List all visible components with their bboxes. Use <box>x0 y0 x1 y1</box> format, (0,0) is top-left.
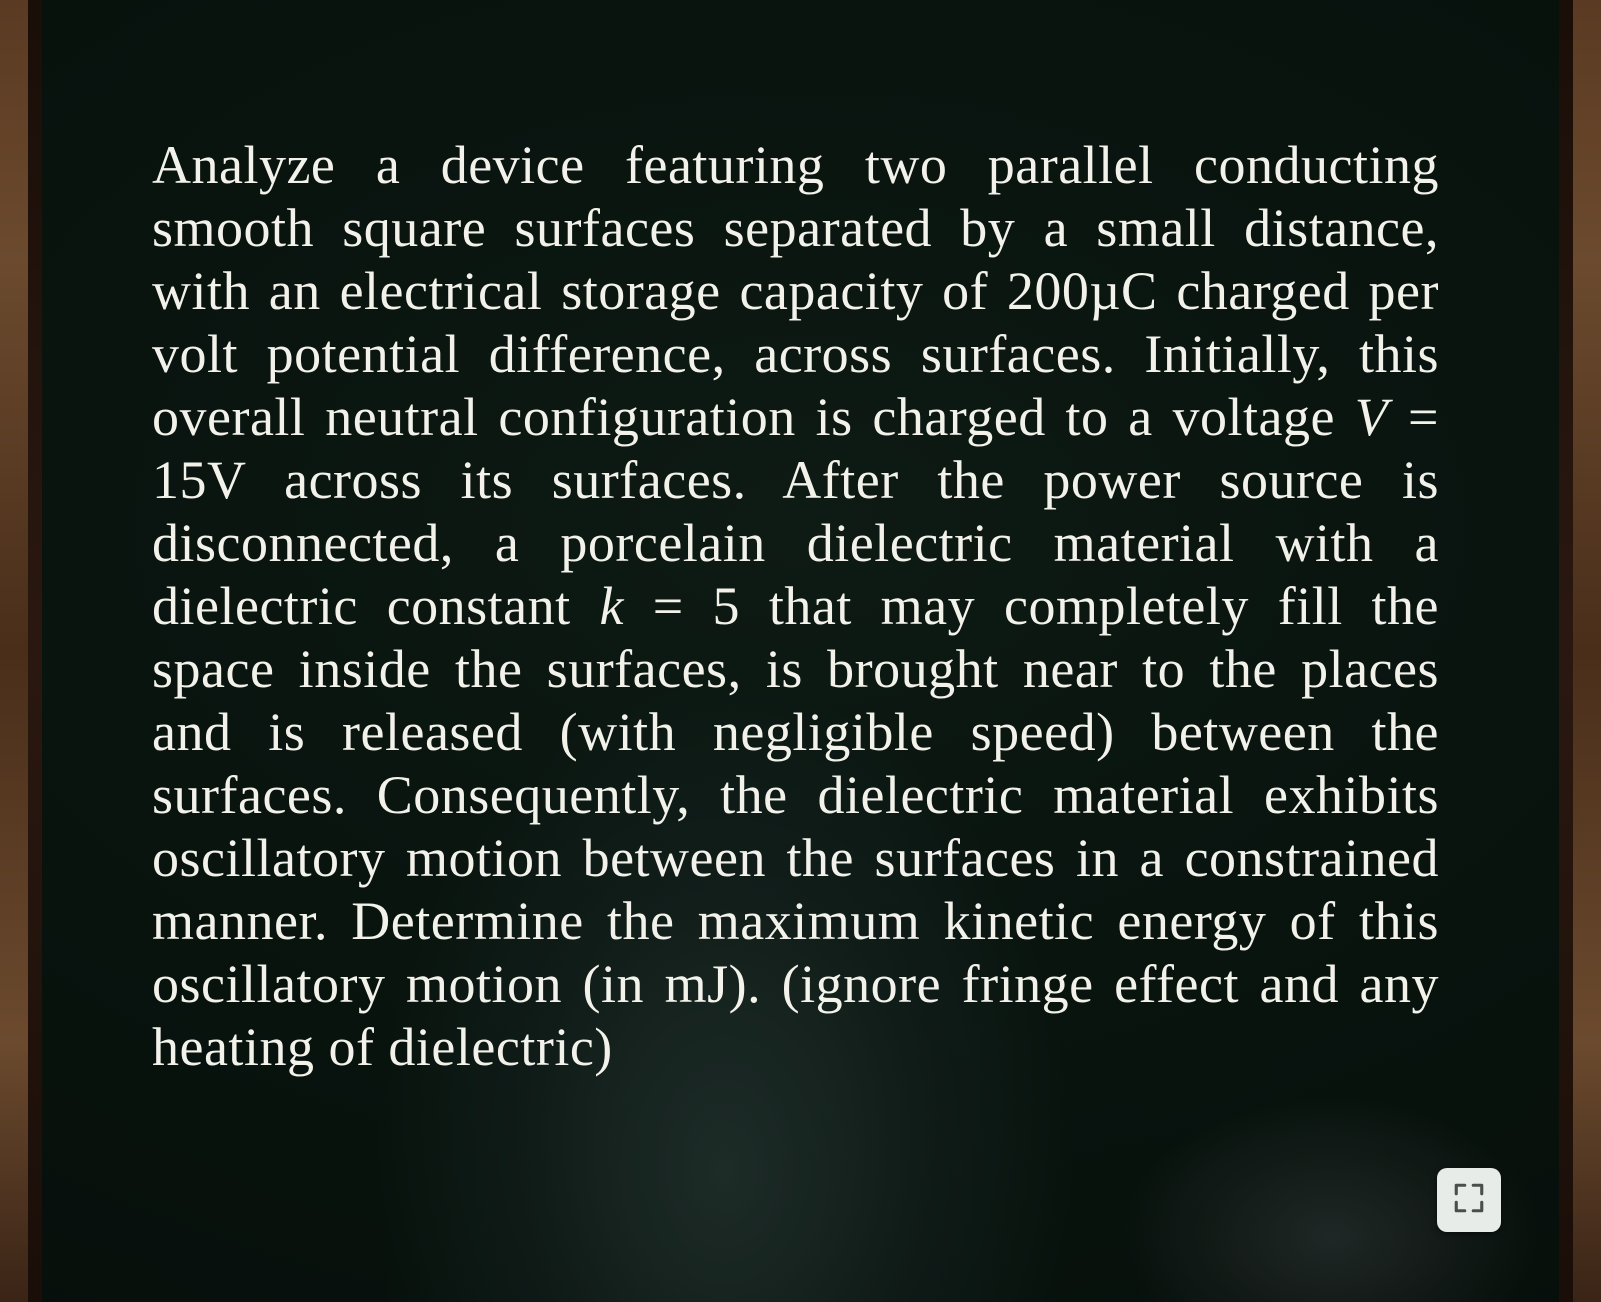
problem-text-run: Analyze a device featuring two parallel … <box>152 135 1439 447</box>
problem-text-run: = 5 that may completely fill the space i… <box>152 576 1439 1077</box>
variable-symbol: k <box>599 576 623 636</box>
problem-text: Analyze a device featuring two parallel … <box>152 134 1439 1079</box>
variable-symbol: V <box>1355 387 1389 447</box>
screen-area: Analyze a device featuring two parallel … <box>42 0 1559 1302</box>
expand-icon <box>1452 1181 1486 1220</box>
expand-button[interactable] <box>1437 1168 1501 1232</box>
